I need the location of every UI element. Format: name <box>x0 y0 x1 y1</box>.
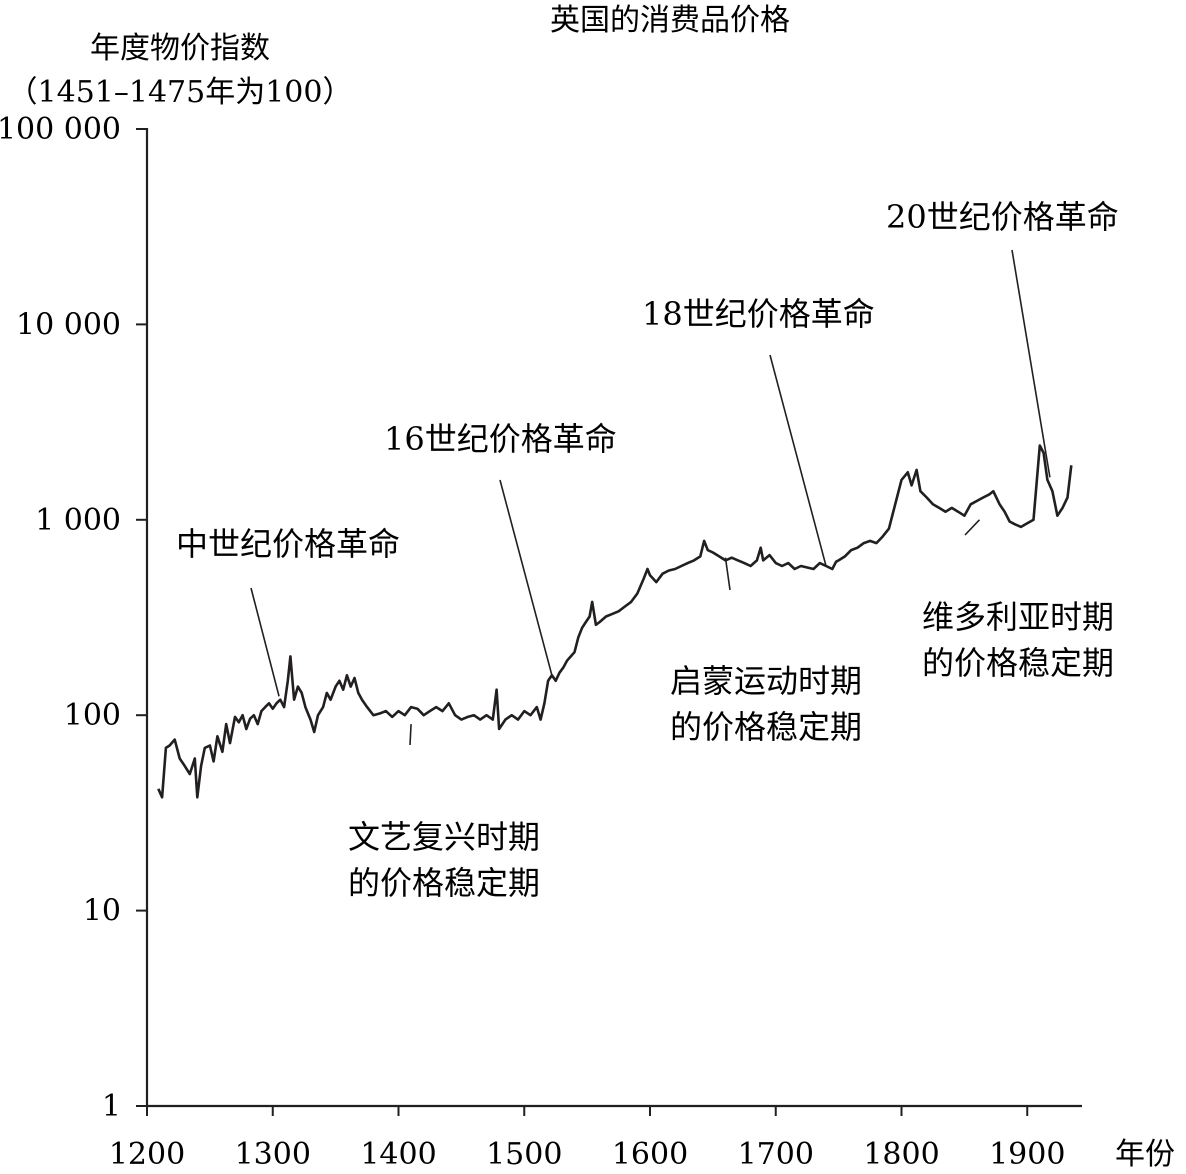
y-ticks: 1 10 100 1 000 10 000 100 000 <box>0 112 147 1124</box>
y-tick-label: 10 000 <box>16 307 121 342</box>
x-tick-label: 1200 <box>109 1137 185 1172</box>
annotation-label: 文艺复兴时期 <box>348 818 540 856</box>
y-tick-label: 1 <box>102 1089 121 1124</box>
x-tick-label: 1500 <box>486 1137 562 1172</box>
y-axis-label-line-1: 年度物价指数 <box>90 31 270 66</box>
y-axis-label-line-2: （1451–1475年为100） <box>8 75 353 110</box>
annotation: 18世纪价格革命 <box>642 295 875 567</box>
annotation-leader-line <box>499 479 553 676</box>
annotation-label: 的价格稳定期 <box>922 644 1114 682</box>
annotation-label: 中世纪价格革命 <box>176 525 400 563</box>
annotation: 20世纪价格革命 <box>886 198 1119 478</box>
x-tick-label: 1400 <box>360 1137 436 1172</box>
annotation-label: 启蒙运动时期 <box>670 662 862 700</box>
annotation-label: 的价格稳定期 <box>670 708 862 746</box>
chart-title: 英国的消费品价格 <box>550 3 790 38</box>
x-tick-label: 1300 <box>235 1137 311 1172</box>
annotation-leader-line <box>1011 249 1051 478</box>
annotation-label: 维多利亚时期 <box>922 598 1114 636</box>
x-ticks: 1200 1300 1400 1500 1600 1700 1800 1900 <box>109 1106 1065 1172</box>
annotation: 中世纪价格革命 <box>176 525 400 697</box>
y-tick-label: 100 000 <box>0 112 121 147</box>
annotation-label: 的价格稳定期 <box>348 864 540 902</box>
annotation-leader-line <box>724 557 731 591</box>
series-group <box>157 444 1073 799</box>
axes <box>145 128 1082 1108</box>
annotation: 16世纪价格革命 <box>384 420 617 676</box>
annotation-leader-line <box>409 724 412 746</box>
x-tick-label: 1600 <box>612 1137 688 1172</box>
annotation-label: 16世纪价格革命 <box>384 420 617 458</box>
annotation-leader-line <box>964 519 981 536</box>
y-tick-label: 10 <box>83 894 121 929</box>
x-tick-label: 1900 <box>989 1137 1065 1172</box>
title-group: 英国的消费品价格 <box>550 3 790 38</box>
annotation-leader-line <box>769 354 827 567</box>
x-tick-label: 1800 <box>863 1137 939 1172</box>
price-index-line <box>157 444 1073 799</box>
y-axis-label-group: 年度物价指数 （1451–1475年为100） <box>8 31 353 110</box>
annotation-label: 18世纪价格革命 <box>642 295 875 333</box>
annotation-label: 20世纪价格革命 <box>886 198 1119 236</box>
y-tick-label: 1 000 <box>35 503 121 538</box>
x-tick-label: 1700 <box>738 1137 814 1172</box>
y-tick-label: 100 <box>64 698 121 733</box>
annotation-group: 中世纪价格革命文艺复兴时期的价格稳定期16世纪价格革命启蒙运动时期的价格稳定期1… <box>176 198 1119 902</box>
x-axis-label: 年份 <box>1115 1137 1175 1172</box>
annotation-leader-line <box>250 587 280 697</box>
